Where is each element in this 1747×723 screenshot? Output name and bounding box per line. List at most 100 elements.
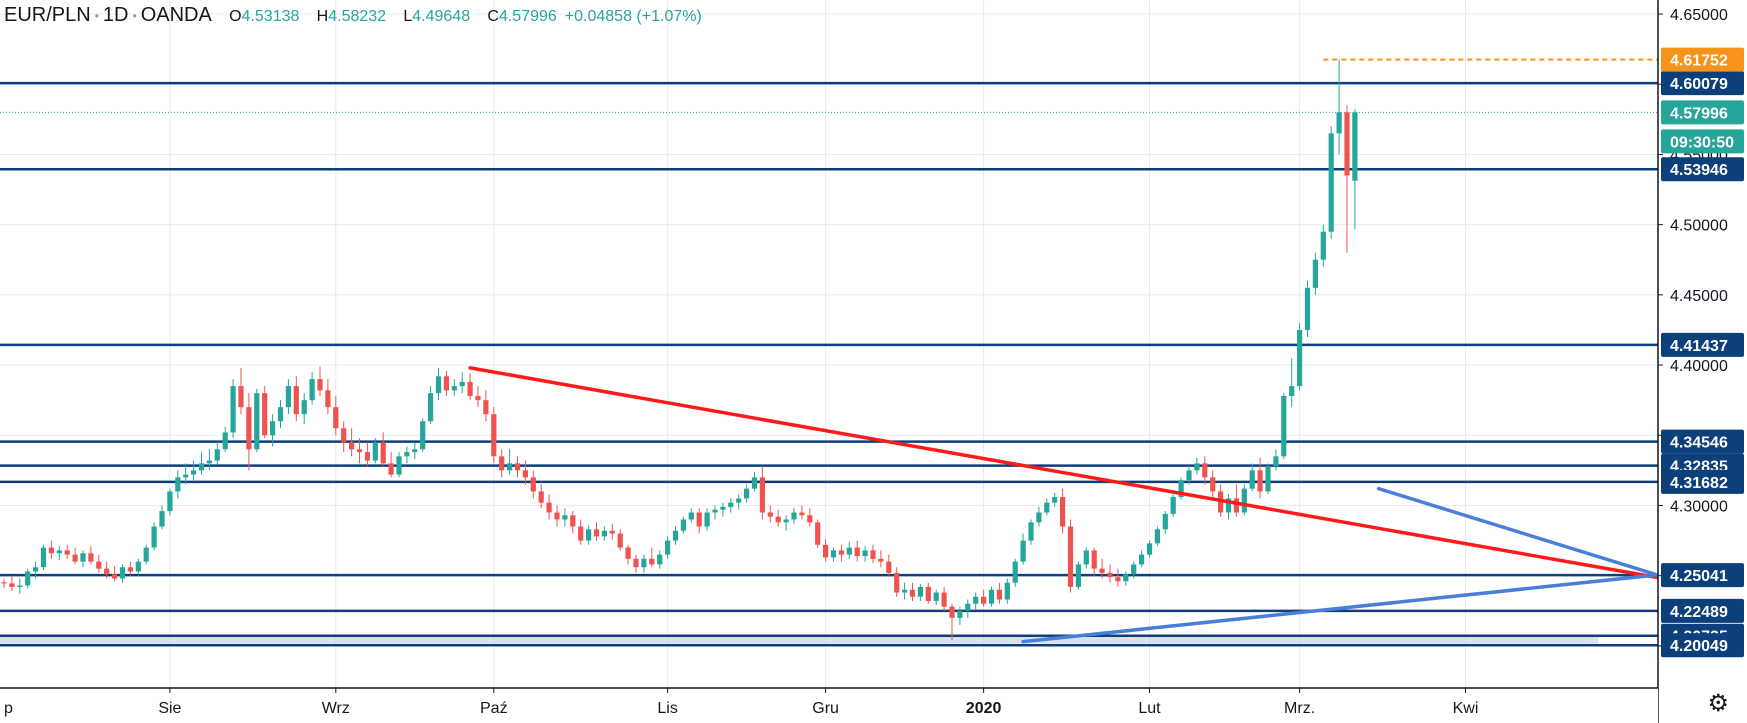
candle-body [1241, 488, 1247, 513]
candle-body [933, 592, 939, 601]
candle-body [467, 381, 473, 396]
trend-line-down[interactable] [468, 366, 1705, 588]
support-zone [0, 635, 1598, 644]
high-value: 4.58232 [328, 8, 387, 25]
candle-body [167, 491, 173, 512]
candle-body [1304, 287, 1311, 330]
candle-body [1186, 470, 1192, 481]
candle-body [783, 519, 789, 523]
candles [1, 59, 1358, 641]
candle-body [996, 589, 1002, 600]
level-price-tag-bg [1661, 157, 1744, 182]
candle-body [909, 589, 916, 597]
x-tick-label: Wrz [322, 700, 350, 717]
candle-body [712, 509, 718, 513]
candle-body [799, 512, 805, 516]
candle-body [143, 547, 149, 562]
candle-body [262, 393, 268, 436]
candle-body [1170, 497, 1176, 514]
symbol-name[interactable]: EUR/PLN [4, 4, 91, 26]
candle-body [791, 512, 797, 520]
candle-body [183, 474, 189, 478]
candle-body [443, 376, 449, 391]
interval-label[interactable]: 1D [102, 4, 129, 26]
candle-body [846, 547, 852, 555]
candle-body [981, 596, 987, 604]
source-label: OANDA [140, 4, 212, 26]
candle-body [112, 574, 118, 579]
candle-body [9, 583, 15, 587]
candle-body [965, 603, 971, 611]
countdown-tag-bg [1661, 129, 1744, 154]
candle-body [1052, 497, 1058, 503]
candle-body [1194, 463, 1200, 471]
candle-body [380, 442, 386, 464]
candle-body [1289, 386, 1295, 396]
gear-icon[interactable]: ⚙ [1707, 689, 1729, 717]
candle-body [530, 477, 536, 492]
candle-body [175, 477, 181, 492]
change-value: +0.04858 (+1.07%) [564, 8, 702, 25]
level-price-tag-bg [1661, 633, 1744, 658]
candle-body [412, 449, 418, 453]
candle-body [902, 589, 908, 593]
candle-body [1123, 574, 1129, 582]
open-label: O [229, 8, 242, 25]
candle-body [609, 530, 615, 534]
candle-body [17, 585, 23, 587]
candle-body [40, 547, 47, 568]
candle-body [270, 421, 276, 436]
price-axis[interactable]: 4.200004.250004.300004.350004.400004.450… [1657, 0, 1747, 723]
candle-body [988, 589, 995, 604]
candle-body [254, 393, 260, 450]
time-axis[interactable]: p Sie Wrz Paź Lis Gru 2020 Lut Mrz. Kwi [0, 687, 1658, 723]
trend-lines[interactable] [468, 366, 1705, 644]
candle-body [1004, 582, 1010, 600]
high-label: H [316, 8, 329, 25]
candle-body [1210, 477, 1216, 492]
recent-high-price-tag-bg [1661, 47, 1744, 72]
candle-body [570, 515, 576, 527]
candle-body [744, 488, 750, 499]
candle-body [64, 550, 70, 555]
candle-body [104, 568, 110, 575]
candle-body [293, 386, 299, 415]
candle-body [222, 432, 228, 450]
last-price-tag-bg [1661, 100, 1744, 125]
recent-high-price-tag: 4.61752 [1670, 53, 1728, 70]
candle-body [1273, 456, 1279, 467]
candle-body [775, 516, 781, 523]
x-tick-label: p [4, 700, 13, 717]
candle-body [941, 592, 947, 607]
level-price-tag: 4.41437 [1670, 338, 1728, 355]
candle-body [586, 529, 592, 541]
candle-body [1044, 502, 1050, 513]
x-tick-label: Sie [158, 700, 181, 717]
trend-line-tri-lower[interactable] [1021, 572, 1665, 644]
candle-body [72, 554, 78, 562]
candle-body [973, 596, 979, 604]
candle-body [854, 547, 860, 557]
candle-body [364, 452, 370, 461]
candle-body [1146, 543, 1153, 555]
candle-body [917, 586, 923, 597]
candle-body [514, 463, 521, 471]
candle-body [625, 547, 631, 559]
last-price-tag: 4.57996 [1670, 105, 1728, 122]
candle-body [80, 553, 86, 562]
trend-line-tri-upper[interactable] [1376, 486, 1657, 577]
candle-body [633, 558, 639, 568]
candle-body [767, 512, 773, 517]
candle-body [830, 550, 837, 558]
candle-body [1115, 577, 1121, 582]
candle-body [1297, 329, 1303, 387]
candle-body [349, 442, 355, 450]
candle-body [696, 512, 702, 527]
candle-body [870, 550, 876, 559]
candle-body [420, 421, 426, 450]
candle-body [522, 470, 528, 478]
candle-body [838, 550, 844, 555]
level-price-tag: 4.34546 [1670, 435, 1728, 452]
candle-body [546, 502, 552, 513]
